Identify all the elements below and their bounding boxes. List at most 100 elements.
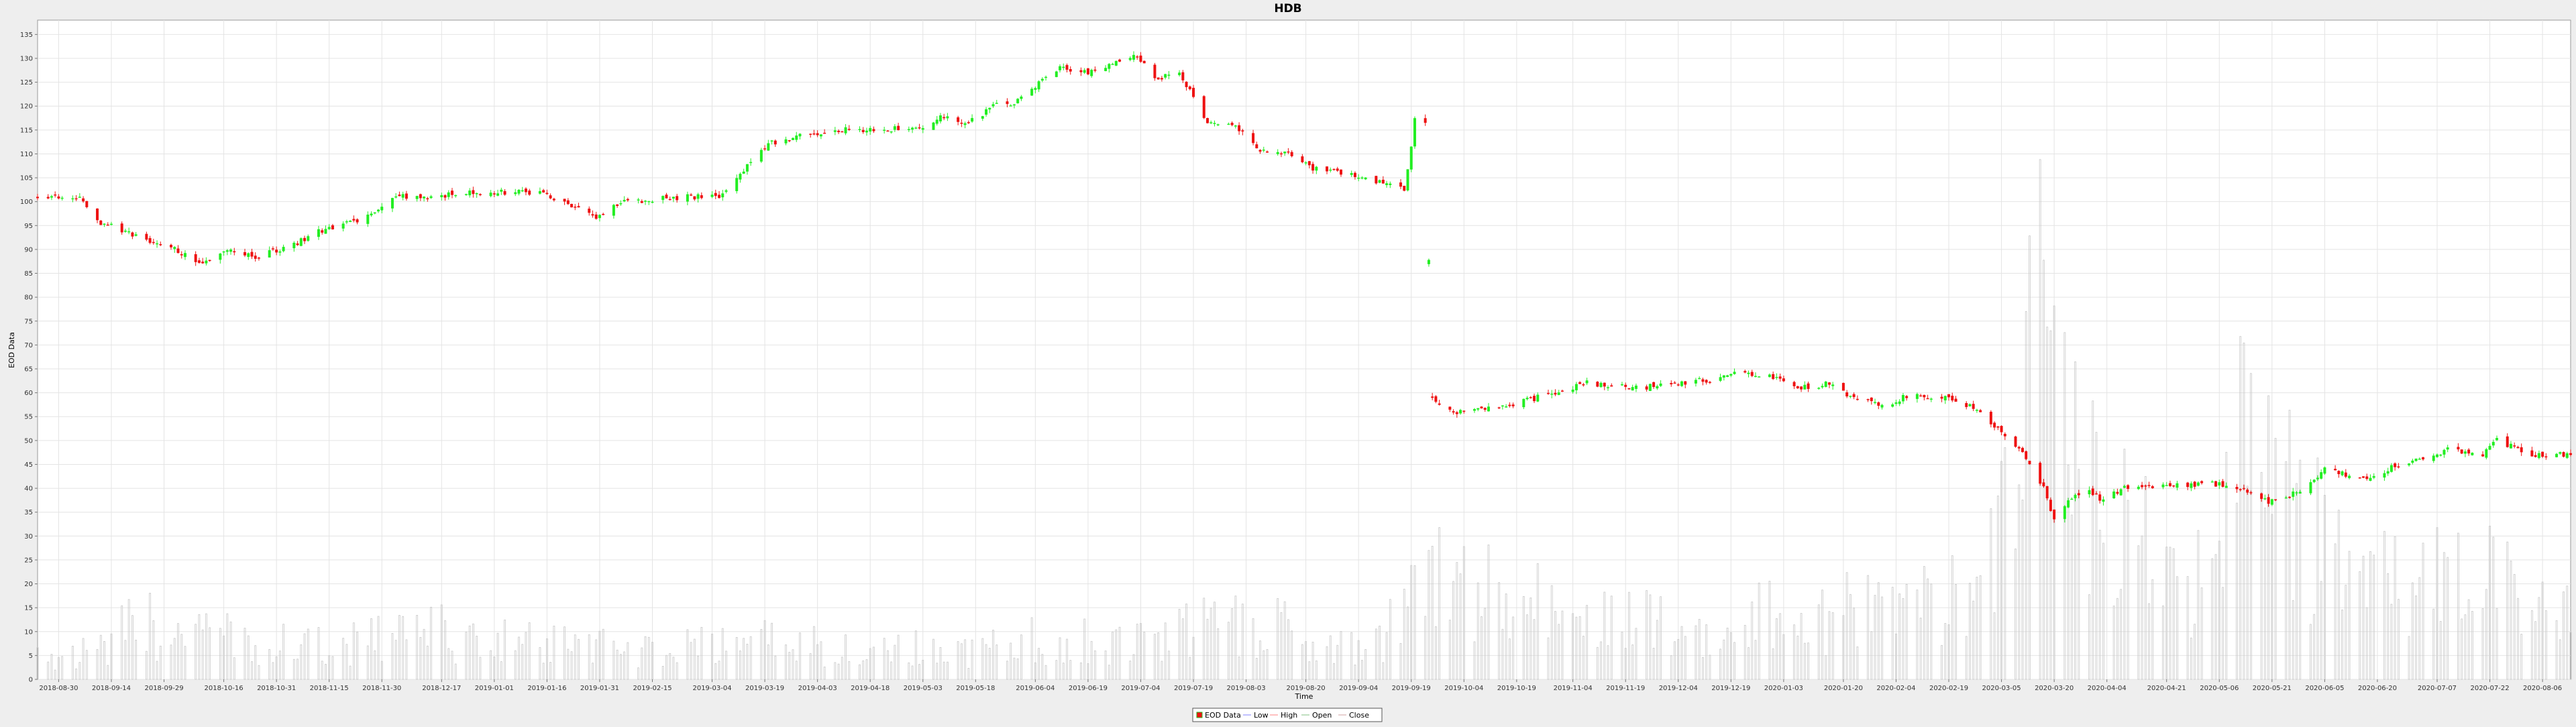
- candle-down: [2028, 461, 2031, 465]
- x-tick-label: 2018-11-15: [310, 685, 349, 692]
- volume-bar: [1413, 565, 1416, 680]
- volume-bar: [272, 662, 274, 680]
- volume-bar: [2513, 574, 2516, 680]
- candle-up: [123, 230, 127, 232]
- candle-up: [2312, 480, 2316, 482]
- volume-bar: [2394, 536, 2396, 680]
- candle-up: [1406, 169, 1409, 190]
- candle-up: [2070, 498, 2074, 500]
- candle-up: [500, 189, 503, 192]
- volume-bar: [725, 651, 727, 680]
- candle-up: [637, 199, 640, 201]
- volume-bar: [693, 638, 696, 680]
- volume-bar: [2098, 530, 2101, 680]
- volume-bar: [1748, 647, 1750, 680]
- candle-up: [995, 103, 998, 104]
- candle-down: [1782, 378, 1785, 382]
- candle-up: [1378, 180, 1381, 183]
- y-tick-label: 40: [24, 486, 33, 493]
- legend-label-eod: EOD Data: [1205, 711, 1241, 720]
- candle-up: [1880, 404, 1884, 408]
- candle-down: [1006, 101, 1009, 105]
- candle-up: [1522, 398, 1525, 408]
- volume-bar: [394, 640, 397, 680]
- candle-down: [2200, 481, 2204, 484]
- candle-down: [1424, 118, 1427, 123]
- volume-bar: [2046, 327, 2049, 680]
- volume-bar: [2144, 476, 2147, 680]
- candle-down: [1951, 396, 1954, 401]
- candle-up: [447, 192, 450, 197]
- candle-up: [1726, 375, 1729, 378]
- volume-bar: [2296, 483, 2298, 680]
- candle-down: [426, 198, 429, 200]
- candle-down: [570, 204, 574, 208]
- candle-down: [2246, 490, 2249, 493]
- candle-up: [1943, 396, 1947, 400]
- candle-up: [1894, 402, 1898, 404]
- volume-bar: [1382, 662, 1385, 680]
- candle-down: [1230, 123, 1234, 125]
- volume-bar: [2387, 573, 2390, 680]
- x-tick-label: 2019-10-04: [1444, 685, 1483, 692]
- volume-bar: [430, 606, 432, 680]
- volume-bar: [1448, 620, 1451, 680]
- candle-up: [1020, 96, 1023, 99]
- volume-bar: [258, 665, 260, 680]
- candle-down: [180, 254, 183, 256]
- candle-up: [1698, 378, 1701, 380]
- price-candles: [36, 51, 2572, 523]
- volume-bar: [2481, 608, 2484, 680]
- candle-up: [1062, 66, 1065, 68]
- x-axis: 2018-08-30 2018-09-14 2018-09-29 2018-10-16…: [39, 679, 2562, 692]
- volume-bar: [2365, 607, 2368, 680]
- volume-bar: [2496, 608, 2498, 680]
- candle-up: [2309, 482, 2312, 494]
- candle-down: [1841, 382, 1845, 391]
- candle-up: [1747, 372, 1750, 374]
- candle-down: [668, 199, 672, 201]
- volume-bar: [1656, 620, 1658, 680]
- volume-bar: [1628, 592, 1630, 680]
- candle-down: [788, 139, 791, 142]
- candle-up: [1059, 66, 1062, 70]
- volume-bar: [1501, 628, 1504, 680]
- volume-bar: [1206, 618, 1209, 680]
- volume-bar: [1965, 636, 1968, 680]
- volume-bar: [1055, 660, 1058, 680]
- volume-bar: [1424, 616, 1427, 680]
- volume-bar: [2320, 581, 2322, 680]
- candle-down: [1954, 398, 1957, 402]
- candle-up: [1167, 74, 1171, 76]
- volume-bar: [321, 661, 323, 680]
- candle-up: [1824, 381, 1827, 387]
- x-tick-label: 2018-09-29: [144, 685, 183, 692]
- candle-up: [914, 127, 918, 129]
- candle-up: [991, 104, 995, 107]
- volume-bar: [282, 624, 285, 680]
- volume-bar: [936, 663, 938, 680]
- candle-down: [616, 204, 619, 207]
- x-tick-label: 2018-10-31: [257, 685, 296, 692]
- candle-down: [321, 230, 324, 233]
- volume-bar: [251, 661, 253, 680]
- candle-down: [159, 244, 162, 245]
- candle-down: [1205, 118, 1209, 123]
- volume-bar: [1702, 657, 1704, 680]
- volume-bar: [2151, 579, 2154, 680]
- volume-bar: [159, 645, 162, 680]
- candle-down: [36, 197, 39, 199]
- candle-down: [886, 130, 890, 132]
- volume-bar: [209, 627, 211, 680]
- candle-up: [985, 109, 988, 115]
- volume-bar: [595, 639, 598, 680]
- candle-up: [2435, 454, 2438, 457]
- volume-bar: [2566, 585, 2569, 680]
- candle-up: [1722, 375, 1725, 378]
- candle-up: [1754, 376, 1757, 378]
- candle-up: [429, 196, 433, 199]
- volume-bar: [2390, 604, 2393, 680]
- candle-down: [2422, 457, 2425, 459]
- candle-up: [1012, 104, 1016, 106]
